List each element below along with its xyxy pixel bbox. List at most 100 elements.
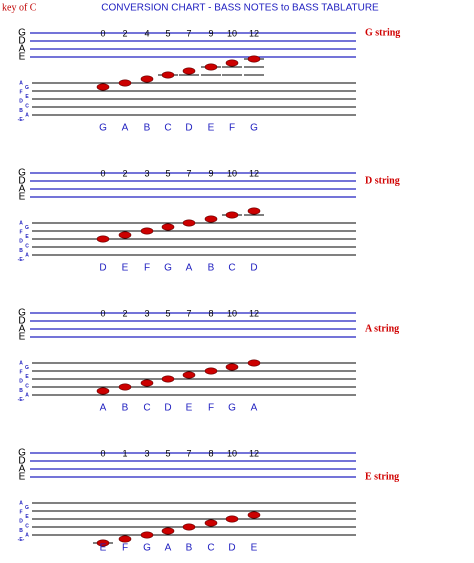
staff-letter: D: [19, 519, 23, 525]
note-name: D: [99, 263, 106, 274]
fret-number: 2: [122, 308, 127, 318]
fret-number: 10: [227, 28, 237, 38]
note-head: [118, 231, 132, 239]
note-name: A: [122, 123, 129, 134]
staff-letter: C: [25, 243, 29, 249]
fret-number: 0: [100, 168, 105, 178]
fret-number: 5: [165, 168, 170, 178]
note-name: G: [99, 123, 107, 134]
tab-letter: G: [18, 168, 26, 179]
tab-letter: A: [19, 324, 26, 335]
string-name: E string: [365, 471, 399, 482]
note-name: F: [229, 123, 235, 134]
tab-letter: A: [19, 464, 26, 475]
fret-number: 9: [208, 168, 213, 178]
note-head: [182, 523, 196, 531]
note-head: [96, 539, 110, 547]
fret-number: 3: [144, 308, 149, 318]
string-name: D string: [365, 175, 400, 186]
fret-number: 7: [186, 448, 191, 458]
title: CONVERSION CHART - BASS NOTES to BASS TA…: [101, 3, 379, 14]
note-name: F: [122, 543, 128, 554]
fret-number: 5: [165, 448, 170, 458]
note-name: F: [208, 403, 214, 414]
fret-number: 0: [100, 448, 105, 458]
note-head: [247, 511, 261, 519]
note-head: [204, 519, 218, 527]
note-name: C: [164, 123, 171, 134]
staff-letter: A: [19, 80, 23, 86]
staff-letter: A: [19, 500, 23, 506]
note-name: B: [208, 263, 215, 274]
note-head: [204, 215, 218, 223]
note-head: [182, 219, 196, 227]
fret-number: 12: [249, 308, 259, 318]
staff-letter: A: [25, 533, 29, 539]
fret-number: 2: [122, 168, 127, 178]
staff-letter: -E-: [18, 537, 25, 543]
note-name: A: [186, 263, 193, 274]
staff-letter: -E-: [18, 117, 25, 123]
staff-letter: C: [25, 103, 29, 109]
fret-number: 7: [186, 28, 191, 38]
fret-number: 3: [144, 168, 149, 178]
note-name: E: [122, 263, 129, 274]
staff-letter: B: [19, 528, 23, 534]
fret-number: 5: [165, 308, 170, 318]
note-name: F: [144, 263, 150, 274]
note-name: C: [228, 263, 235, 274]
staff-letter: A: [25, 113, 29, 119]
staff-letter: F: [19, 510, 22, 516]
fret-number: 2: [122, 28, 127, 38]
fret-number: 8: [208, 308, 213, 318]
staff-letter: -E-: [18, 397, 25, 403]
fret-number: 1: [122, 448, 127, 458]
fret-number: 3: [144, 448, 149, 458]
staff-letter: E: [25, 514, 29, 520]
note-name: C: [143, 403, 150, 414]
note-head: [118, 535, 132, 543]
fret-number: 0: [100, 28, 105, 38]
note-head: [225, 59, 239, 67]
note-name: G: [164, 263, 172, 274]
staff-letter: G: [25, 85, 29, 91]
note-head: [247, 359, 261, 367]
note-head: [161, 375, 175, 383]
note-name: E: [251, 543, 258, 554]
note-head: [225, 211, 239, 219]
tab-letter: G: [18, 448, 26, 459]
fret-number: 5: [165, 28, 170, 38]
staff-letter: G: [25, 365, 29, 371]
tab-letter: E: [19, 332, 26, 343]
note-head: [161, 223, 175, 231]
note-head: [182, 371, 196, 379]
note-name: D: [250, 263, 257, 274]
note-head: [204, 367, 218, 375]
staff-letter: A: [25, 393, 29, 399]
staff-letter: B: [19, 108, 23, 114]
fret-number: 4: [144, 28, 149, 38]
key-label: key of C: [2, 2, 37, 13]
note-head: [204, 63, 218, 71]
tab-letter: G: [18, 308, 26, 319]
note-head: [140, 227, 154, 235]
tab-letter: D: [18, 176, 25, 187]
staff-letter: G: [25, 225, 29, 231]
staff-letter: -E-: [18, 257, 25, 263]
note-name: G: [228, 403, 236, 414]
note-name: E: [100, 543, 107, 554]
note-head: [140, 531, 154, 539]
fret-number: 7: [186, 168, 191, 178]
fret-number: 0: [100, 308, 105, 318]
note-name: C: [207, 543, 214, 554]
string-name: A string: [365, 323, 399, 334]
note-name: D: [164, 403, 171, 414]
tab-letter: D: [18, 456, 25, 467]
staff-letter: D: [19, 99, 23, 105]
note-head: [96, 83, 110, 91]
note-name: A: [251, 403, 258, 414]
staff-letter: E: [25, 374, 29, 380]
tab-letter: D: [18, 36, 25, 47]
note-head: [161, 527, 175, 535]
